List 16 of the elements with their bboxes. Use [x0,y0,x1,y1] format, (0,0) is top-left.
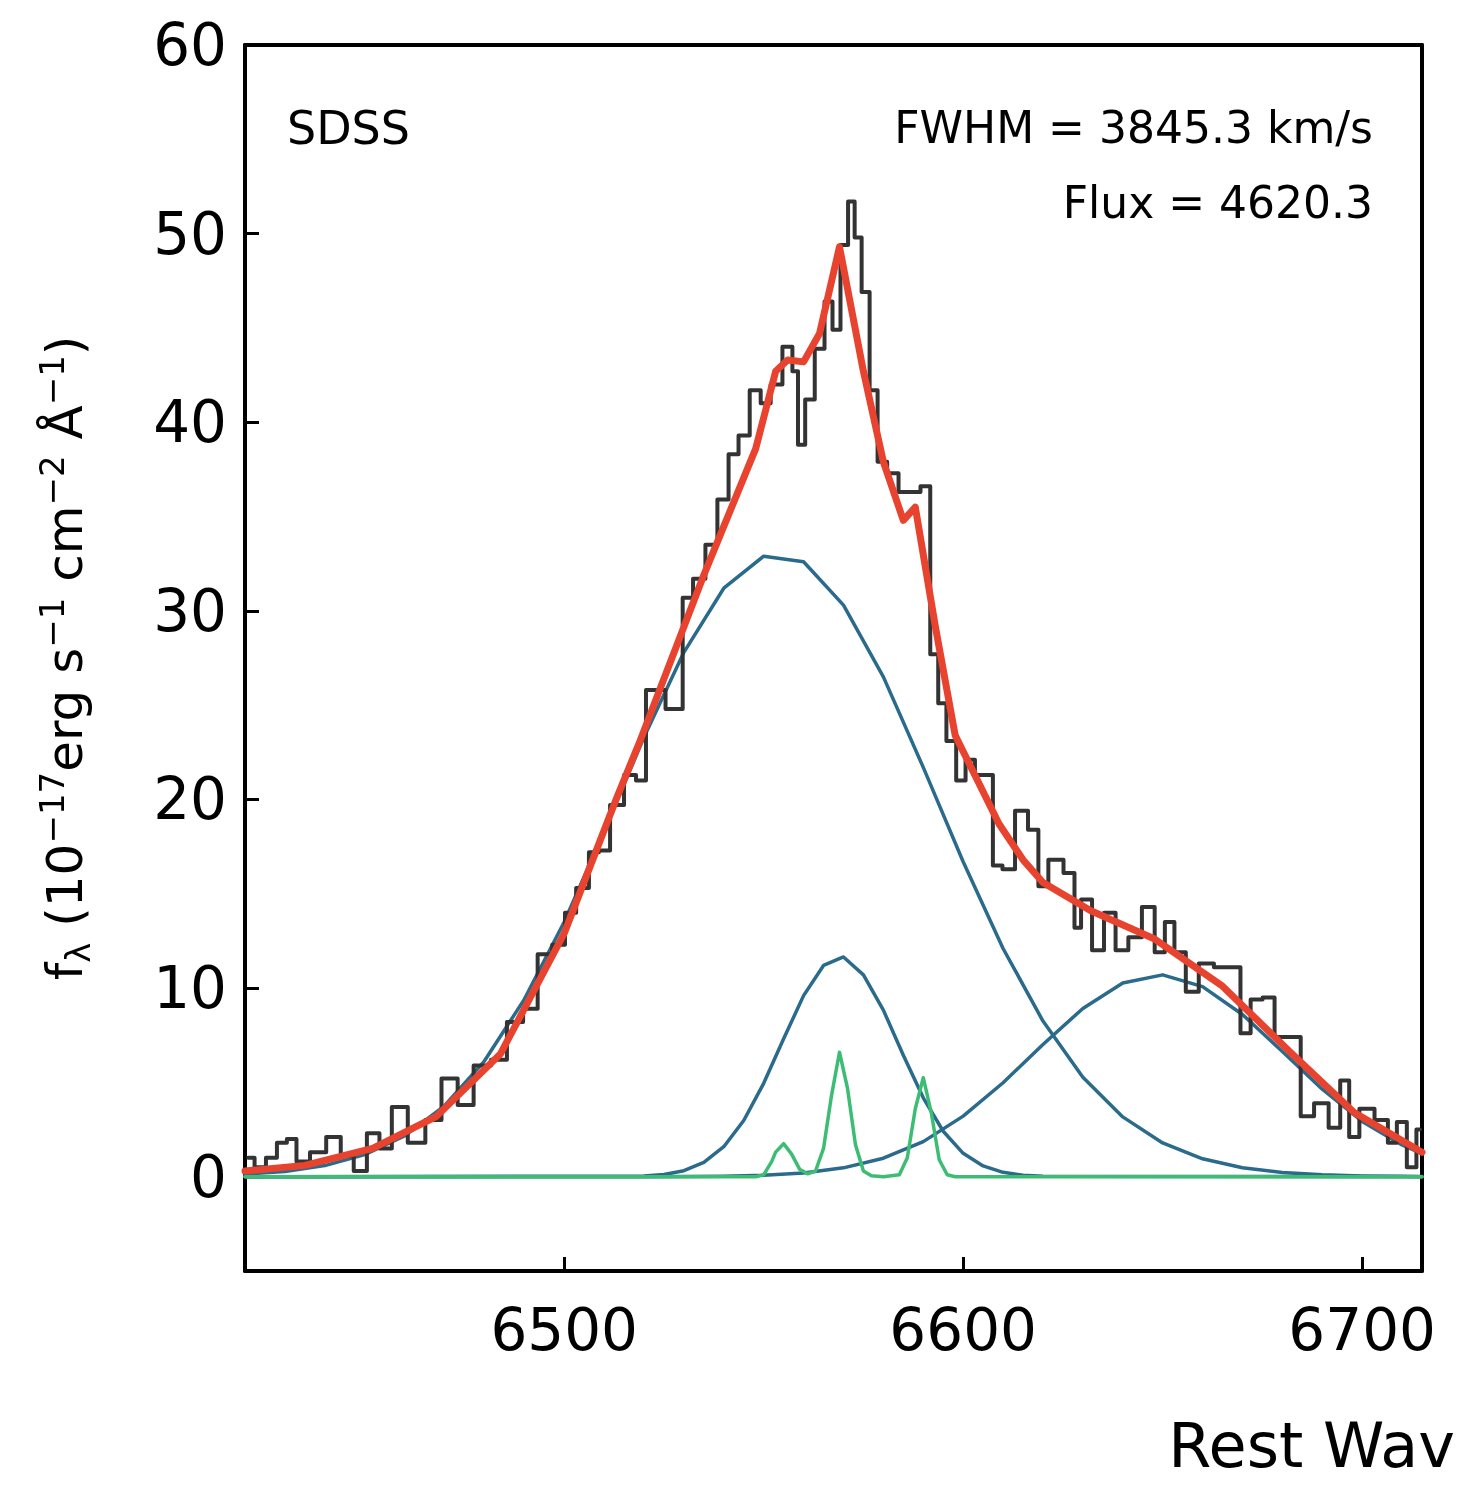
y-tick-label: 0 [190,1142,227,1211]
x-tick-label: 6500 [490,1296,638,1364]
x-axis-title: Rest Wav [1168,1408,1455,1482]
x-tick-label: 6600 [889,1296,1037,1364]
annotation: Flux = 4620.3 [1062,176,1374,228]
y-tick-label: 60 [153,11,227,79]
y-tick-label: 50 [153,199,227,268]
text: fλ (10−17erg s−1 cm−2 Å−1) [32,335,98,981]
y-tick-label: 30 [153,576,227,645]
x-tick-label: 6700 [1288,1296,1436,1364]
annotation: FWHM = 3845.3 km/s [894,101,1374,153]
line-series [243,1050,1424,1179]
y-tick-label: 40 [153,388,227,457]
y-tick-label: 10 [153,954,227,1023]
y-tick-label: 20 [153,765,227,834]
annotation: SDSS [287,101,411,155]
